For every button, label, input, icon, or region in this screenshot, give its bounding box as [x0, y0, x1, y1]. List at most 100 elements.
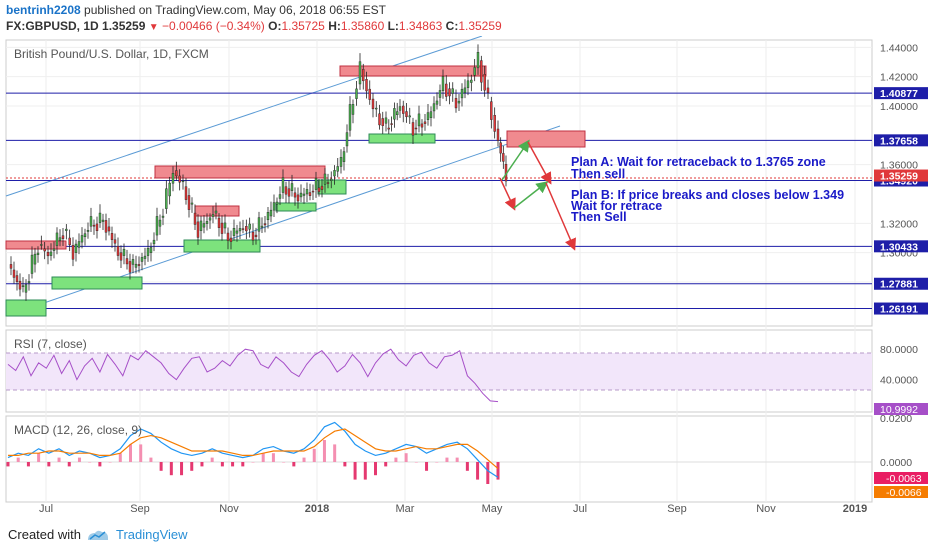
candle-body: [438, 90, 442, 98]
plan-a-sell-arrow[interactable]: [527, 141, 552, 185]
footer: Created with TradingView: [0, 518, 932, 550]
candle-body: [241, 228, 245, 230]
macd-histogram-bar: [6, 462, 10, 467]
macd-axis: 0.0200 0.0000: [880, 413, 912, 469]
retrace-target-zone[interactable]: [506, 130, 586, 148]
candle-body: [140, 257, 144, 262]
x-tick-label: Sep: [130, 503, 150, 515]
support-zone[interactable]: [368, 133, 436, 144]
candle-body: [208, 217, 212, 221]
macd-histogram-bar: [435, 462, 439, 463]
candle-body: [128, 261, 132, 273]
macd-histogram-bar: [180, 462, 184, 476]
candle-body: [420, 123, 424, 128]
candle-body: [483, 74, 486, 91]
candle-body: [199, 220, 203, 231]
level-price-tag: [874, 277, 928, 290]
candle-body: [414, 127, 418, 130]
plan-b-retrace-arrow[interactable]: [513, 181, 549, 209]
author-link[interactable]: bentrinh2208: [6, 3, 81, 17]
candle-body: [432, 103, 436, 112]
symbol-label[interactable]: FX:GBPUSD, 1D: [6, 19, 99, 33]
macd-histogram-bar: [292, 462, 296, 467]
candle-body: [448, 88, 451, 97]
projection-arrows[interactable]: [499, 139, 576, 251]
candle-body: [296, 194, 300, 202]
candle-body: [98, 212, 102, 223]
candle-body: [235, 230, 239, 234]
resistance-zone[interactable]: [5, 240, 67, 250]
candle-body: [175, 170, 178, 177]
level-price-tag: [874, 302, 928, 315]
plan-a-down-arrow[interactable]: [499, 177, 516, 211]
publish-line: bentrinh2208 published on TradingView.co…: [6, 3, 386, 17]
macd-histogram-bar: [486, 462, 490, 484]
macd-histogram-bar: [476, 462, 480, 480]
candle-body: [65, 228, 68, 231]
candle-body: [168, 182, 171, 197]
zones[interactable]: [5, 65, 586, 317]
candle-body: [61, 235, 65, 239]
macd-histogram-bar: [322, 440, 326, 462]
x-tick-label: Nov: [219, 503, 239, 515]
candle-body: [77, 241, 81, 248]
candle-body: [405, 111, 408, 118]
candle-body: [351, 104, 355, 115]
published-text: published on TradingView.com, May 06, 20…: [84, 3, 387, 17]
candle-body: [358, 61, 362, 85]
candle-body: [119, 252, 123, 261]
candle-body: [43, 248, 46, 252]
candle-body: [171, 173, 175, 184]
candle-body: [348, 104, 352, 131]
candle-body: [254, 234, 258, 238]
last-price: 1.35259: [102, 19, 146, 33]
candle-body: [71, 245, 75, 260]
support-zone[interactable]: [5, 299, 47, 317]
candle-body: [281, 177, 285, 193]
plan-b-sell-arrow[interactable]: [545, 182, 576, 251]
candle-body: [122, 248, 126, 256]
resistance-zone[interactable]: [339, 65, 487, 77]
tradingview-logo-icon: [88, 530, 108, 540]
candle-body: [499, 142, 502, 154]
candle-body: [58, 237, 62, 241]
candle-body: [441, 76, 445, 91]
macd-histogram-bar: [139, 444, 143, 462]
candle-body: [311, 190, 315, 193]
x-tick-label: Sep: [667, 503, 687, 515]
macd-tick-label: 0.0200: [880, 413, 912, 425]
candle-body: [196, 221, 200, 238]
tradingview-link[interactable]: TradingView: [116, 527, 188, 542]
support-zone[interactable]: [183, 239, 261, 253]
x-tick-label: May: [482, 503, 503, 515]
candle-body: [290, 183, 294, 191]
plan-a-retrace-arrow[interactable]: [501, 139, 530, 181]
channel-upper-line[interactable]: [5, 36, 483, 197]
support-zone[interactable]: [275, 202, 317, 212]
support-zone[interactable]: [51, 276, 143, 290]
candle-body: [257, 217, 261, 232]
x-tick-label: Nov: [756, 503, 776, 515]
candle-body: [152, 239, 156, 245]
candle-body: [9, 264, 13, 269]
candle-body: [287, 188, 291, 197]
candle-body: [275, 201, 279, 205]
candle-body: [345, 132, 349, 147]
candle-body: [476, 52, 480, 69]
macd-histogram: [6, 440, 500, 484]
candle-body: [336, 166, 339, 172]
candle-body: [83, 233, 87, 238]
rsi-value-tag: [874, 403, 928, 415]
macd-histogram-bar: [16, 457, 20, 462]
plan-annotations[interactable]: Plan A: Wait for retraceback to 1.3765 z…: [571, 155, 844, 224]
chart-canvas[interactable]: Jul Sep Nov 2018 Mar May Jul Sep Nov 2019 Plan A:: [0, 36, 932, 518]
candle-body: [155, 216, 159, 236]
macd-histogram-bar: [241, 462, 245, 467]
candle-body: [451, 88, 454, 94]
candle-body: [95, 223, 99, 232]
candle-body: [146, 248, 150, 256]
candle-body: [355, 88, 358, 99]
candle-body: [27, 281, 31, 284]
candle-body: [371, 98, 375, 110]
price-axis[interactable]: 1.440001.420001.400001.360001.320001.300…: [874, 42, 928, 316]
